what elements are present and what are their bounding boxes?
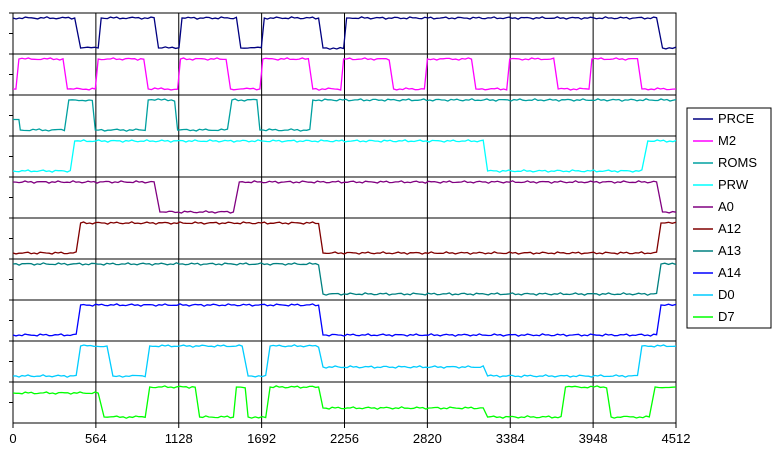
series-line-d0: [12, 344, 677, 378]
x-tick-label: 0: [9, 431, 16, 446]
x-tick-label: 564: [85, 431, 107, 446]
legend-label-a14: A14: [718, 265, 741, 280]
x-tick-label: 3384: [496, 431, 525, 446]
series-line-a14: [12, 303, 677, 337]
series-line-prce: [12, 16, 677, 50]
legend-label-prce: PRCE: [718, 111, 754, 126]
legend-label-a12: A12: [718, 221, 741, 236]
x-tick-label: 1692: [247, 431, 276, 446]
x-tick-label: 2256: [330, 431, 359, 446]
legend-label-d0: D0: [718, 287, 735, 302]
x-tick-label: 4512: [662, 431, 691, 446]
series-line-prw: [12, 139, 677, 173]
x-axis-tick-labels: 0 564 1128 1692 2256 2820 3384 3948 4512: [9, 423, 690, 446]
legend: PRCE M2 ROMS PRW A0 A12 A13 A14 D0 D7: [686, 107, 772, 329]
series-line-a12: [12, 221, 677, 255]
series-line-m2: [12, 57, 677, 91]
series-line-roms: [13, 98, 677, 132]
x-tick-label: 1128: [165, 431, 193, 446]
legend-label-prw: PRW: [718, 177, 749, 192]
series-line-d7: [12, 385, 677, 419]
legend-label-roms: ROMS: [718, 155, 757, 170]
legend-label-a13: A13: [718, 243, 741, 258]
legend-label-a0: A0: [718, 199, 734, 214]
series-layer: [12, 16, 677, 419]
x-tick-label: 2820: [413, 431, 442, 446]
series-line-a13: [12, 262, 677, 296]
legend-label-d7: D7: [718, 309, 735, 324]
x-tick-label: 3948: [579, 431, 608, 446]
legend-label-m2: M2: [718, 133, 736, 148]
series-line-a0: [12, 180, 677, 214]
grid-lines: [9, 12, 676, 423]
legend-box: [686, 107, 772, 329]
